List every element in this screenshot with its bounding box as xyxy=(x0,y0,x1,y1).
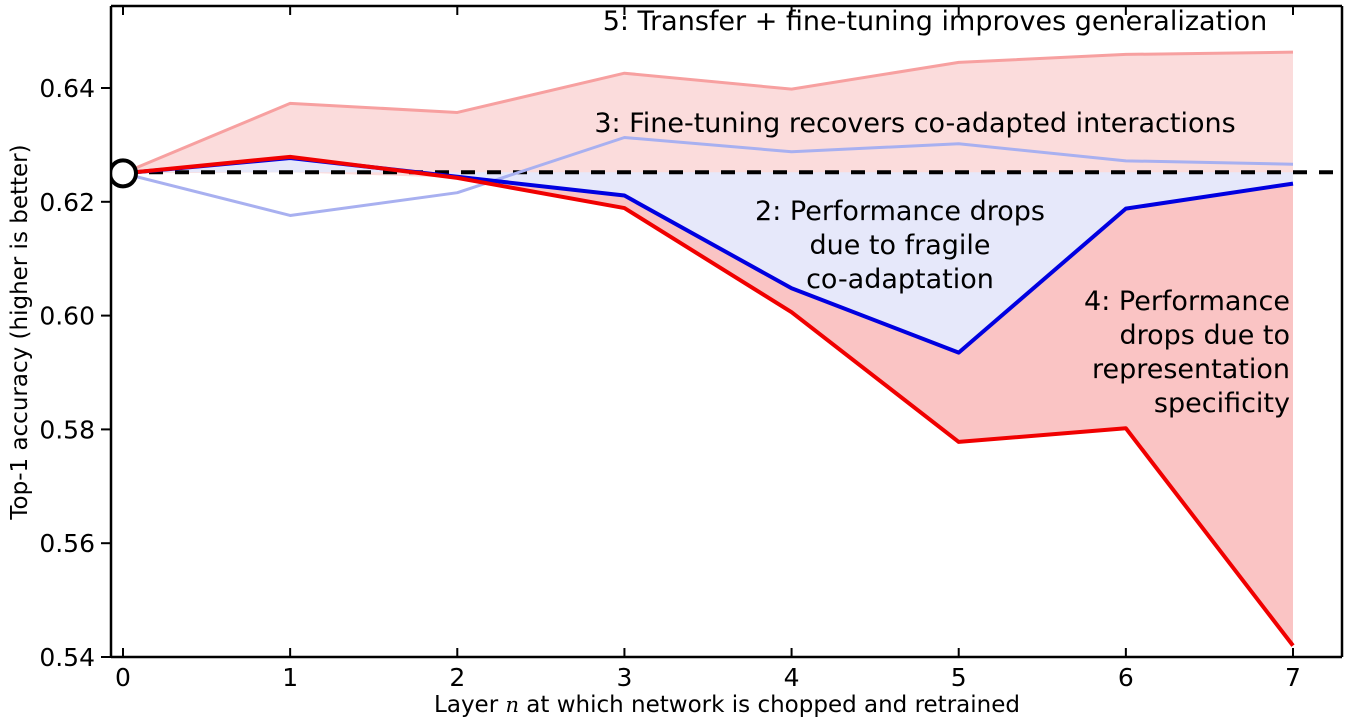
origin-marker-circle xyxy=(111,158,138,189)
x-tick-label: 3 xyxy=(616,663,632,692)
plot-area xyxy=(111,50,1342,647)
y-axis-label: Top-1 accuracy (higher is better) xyxy=(7,144,33,520)
x-label-part2: at which network is chopped and retraine… xyxy=(519,692,1020,718)
fill-light-blue-band xyxy=(123,157,1293,353)
y-tick-label: 0.58 xyxy=(39,415,95,444)
annotation-line: representation xyxy=(1092,354,1290,385)
annot-3: 3: Fine-tuning recovers co-adapted inter… xyxy=(594,108,1235,139)
x-label-math-n: n xyxy=(505,693,519,717)
annotation-line: due to fragile xyxy=(809,230,990,261)
annotation-line: specificity xyxy=(1154,388,1290,419)
annotation-line: drops due to xyxy=(1119,320,1290,351)
series-line-transfer-anb-plus xyxy=(122,50,1294,175)
x-tick-group: 0 1 2 3 4 5 6 7 xyxy=(115,6,1301,692)
series-line-selffer-bnb-plus xyxy=(122,136,1294,217)
x-tick-label: 7 xyxy=(1285,663,1301,692)
x-axis-label: Layer n at which network is chopped and … xyxy=(434,692,1020,718)
annotation-line: 3: Fine-tuning recovers co-adapted inter… xyxy=(594,108,1235,139)
y-tick-label: 0.56 xyxy=(39,529,95,558)
fill-mid-red-band xyxy=(123,156,1293,646)
annotation-line: 4: Performance xyxy=(1084,286,1290,317)
x-tick-label: 6 xyxy=(1118,663,1134,692)
annot-4: 4: Performance drops due to representation… xyxy=(1084,286,1290,419)
x-label-part1: Layer xyxy=(434,692,505,718)
annot-5: 5: Transfer + fine-tuning improves gener… xyxy=(603,6,1268,37)
y-tick-label: 0.64 xyxy=(39,74,95,103)
x-tick-label: 5 xyxy=(951,663,967,692)
y-tick-label: 0.54 xyxy=(39,643,95,672)
x-tick-label: 2 xyxy=(449,663,465,692)
x-tick-label: 1 xyxy=(282,663,298,692)
annotation-group: 5: Transfer + fine-tuning improves gener… xyxy=(594,6,1290,419)
series-line-transfer-anb xyxy=(122,154,1295,647)
y-tick-group: 0.54 0.56 0.58 0.60 0.62 0.64 xyxy=(39,74,111,672)
annotation-line: 5: Transfer + fine-tuning improves gener… xyxy=(603,6,1268,37)
annotation-line: co-adaptation xyxy=(806,264,994,295)
annot-2: 2: Performance drops due to fragile co-ada… xyxy=(755,196,1045,295)
y-tick-label: 0.60 xyxy=(39,302,95,331)
x-tick-label: 4 xyxy=(784,663,800,692)
x-tick-label: 0 xyxy=(115,663,131,692)
annotation-line: 2: Performance drops xyxy=(755,196,1045,227)
axes-frame xyxy=(109,4,1344,659)
y-tick-label: 0.62 xyxy=(39,188,95,217)
